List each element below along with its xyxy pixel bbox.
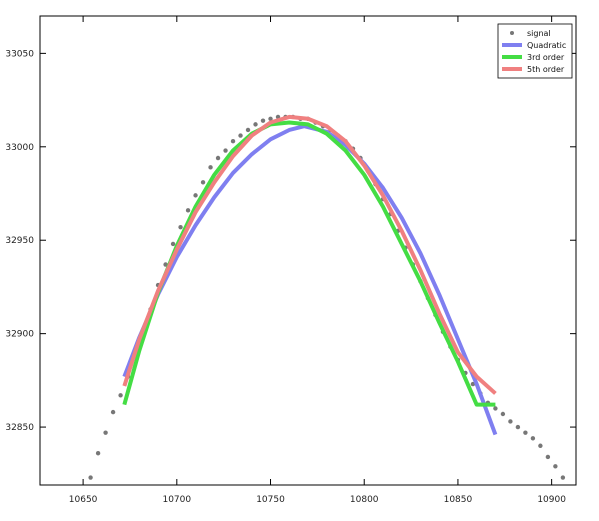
signal-point: [268, 116, 273, 121]
signal-point: [110, 409, 116, 415]
signal-point: [200, 180, 206, 185]
plot-background: [40, 16, 576, 485]
signal-point: [470, 381, 476, 387]
legend: signal Quadratic 3rd order 5th order: [497, 23, 573, 79]
signal-point: [538, 443, 543, 448]
x-tick-label: 10700: [162, 495, 191, 505]
signal-point: [515, 424, 521, 430]
signal-point: [193, 193, 198, 198]
signal-point: [553, 464, 558, 469]
signal-point: [223, 148, 228, 153]
signal-point: [493, 406, 498, 411]
axes-layer: 10650 10700 10750 10800 10850 10900 32850 32900…: [5, 15, 577, 505]
signal-point: [170, 241, 176, 247]
x-tick-label: 10650: [69, 495, 98, 505]
legend-label: 3rd order: [527, 53, 565, 62]
signal-point: [253, 122, 258, 127]
series-line-5th-order: [122, 114, 497, 395]
legend-label: Quadratic: [527, 41, 566, 50]
signal-point: [103, 430, 108, 435]
signal-point: [523, 430, 528, 435]
y-tick-label: 33050: [5, 49, 34, 59]
signal-point: [245, 127, 251, 133]
signal-point: [560, 475, 566, 480]
signal-point: [185, 208, 191, 213]
signal-point: [208, 165, 213, 170]
signal-point: [545, 454, 551, 460]
legend-label: signal: [527, 29, 551, 38]
signal-point: [215, 155, 221, 161]
y-tick-label: 32900: [5, 330, 34, 340]
signal-point: [163, 262, 168, 267]
signal-point: [118, 393, 123, 398]
signal-point: [500, 411, 506, 417]
plot-frame: [39, 15, 577, 486]
signal-point: [95, 451, 101, 456]
series-line-quadratic: [122, 124, 498, 436]
x-tick-label: 10750: [256, 495, 285, 505]
y-tick-label: 32850: [5, 423, 34, 433]
legend-label: 5th order: [527, 65, 565, 74]
legend-swatch: [510, 31, 514, 35]
x-tick-label: 10800: [350, 495, 379, 505]
plot-area: [40, 16, 576, 485]
signal-point: [88, 475, 93, 480]
series-layer: [88, 114, 566, 480]
signal-point: [178, 224, 183, 230]
signal-point: [508, 419, 513, 424]
y-tick-label: 33000: [5, 143, 34, 153]
signal-point: [530, 436, 536, 441]
signal-point: [260, 118, 266, 123]
x-tick-label: 10850: [444, 495, 473, 505]
x-tick-label: 10900: [537, 495, 566, 505]
signal-point: [238, 133, 243, 138]
y-tick-label: 32950: [5, 236, 34, 246]
signal-point: [230, 138, 236, 144]
